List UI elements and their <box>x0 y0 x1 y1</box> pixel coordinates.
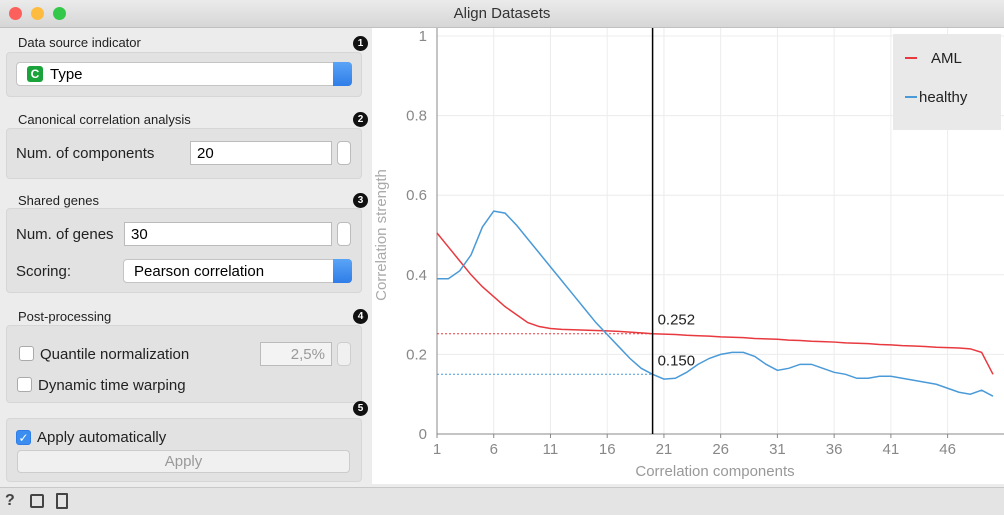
report-icon[interactable] <box>56 493 68 509</box>
help-icon[interactable]: ? <box>5 492 15 509</box>
field-label: Scoring: <box>16 263 72 280</box>
close-button[interactable] <box>9 7 22 20</box>
combo-value: Pearson correlation <box>134 263 265 280</box>
zoom-button[interactable] <box>53 7 66 20</box>
x-tick-label: 31 <box>769 441 786 458</box>
spin-input[interactable]: 30 <box>124 222 332 246</box>
legend-box <box>893 34 1001 130</box>
section-heading: Data source indicator <box>18 35 141 50</box>
annotation-label: 0.252 <box>658 312 696 329</box>
apply-button[interactable]: Apply <box>17 450 350 473</box>
field-label: Num. of components <box>16 145 155 162</box>
legend-label: AML <box>931 50 962 67</box>
x-tick-label: 16 <box>599 441 616 458</box>
series-line <box>436 232 994 375</box>
x-tick-label: 6 <box>490 441 498 458</box>
legend-label: healthy <box>919 89 968 106</box>
combo-box[interactable]: C Type <box>16 62 352 86</box>
marker: 1 <box>353 36 368 51</box>
x-tick-label: 1 <box>433 441 441 458</box>
combo-box[interactable]: Pearson correlation <box>123 259 352 283</box>
combo-value: Type <box>50 66 83 83</box>
spin-input: 2,5% <box>260 342 332 366</box>
status-bar: ? <box>0 487 1004 515</box>
checkbox[interactable] <box>17 377 32 392</box>
y-tick-label: 0.2 <box>406 346 427 363</box>
x-tick-label: 41 <box>883 441 900 458</box>
checkbox-label: Dynamic time warping <box>38 377 186 394</box>
spin-arrows[interactable] <box>337 222 351 246</box>
checkbox-label: Apply automatically <box>37 429 167 446</box>
y-tick-label: 0.8 <box>406 108 427 125</box>
y-tick-label: 1 <box>419 28 427 45</box>
checkbox[interactable] <box>19 346 34 361</box>
annotation-label: 0.150 <box>658 352 696 369</box>
y-axis-label: Correlation strength <box>373 169 390 301</box>
section-heading: Canonical correlation analysis <box>18 112 191 127</box>
checkbox-checked[interactable]: ✓ <box>16 430 31 445</box>
spin-arrows[interactable] <box>337 141 351 165</box>
x-tick-label: 26 <box>712 441 729 458</box>
marker: 3 <box>353 193 368 208</box>
spin-arrows <box>337 342 351 366</box>
y-tick-label: 0.4 <box>406 267 427 284</box>
section-heading: Post-processing <box>18 309 112 324</box>
title-bar: Align Datasets <box>0 0 1004 28</box>
chart: 00.20.40.60.811 6 11 16 21 26 31 36 41 46Correlat… <box>372 28 1004 484</box>
field-label: Num. of genes <box>16 226 114 243</box>
checkbox-label: Quantile normalization <box>40 346 190 363</box>
window-title: Align Datasets <box>453 5 551 22</box>
x-tick-label: 11 <box>543 441 559 458</box>
section-heading: Shared genes <box>18 193 99 208</box>
save-icon[interactable] <box>30 494 44 508</box>
badge: C <box>27 66 43 82</box>
x-tick-label: 36 <box>826 441 843 458</box>
y-tick-label: 0 <box>419 426 427 443</box>
marker: 5 <box>353 401 368 416</box>
combo-arrow <box>333 259 352 283</box>
marker: 2 <box>353 112 368 127</box>
x-axis-label: Correlation components <box>635 463 794 480</box>
marker: 4 <box>353 309 368 324</box>
combo-arrow <box>333 62 352 86</box>
spin-input[interactable]: 20 <box>190 141 332 165</box>
x-tick-label: 21 <box>656 441 673 458</box>
x-tick-label: 46 <box>939 441 956 458</box>
minimize-button[interactable] <box>31 7 44 20</box>
y-tick-label: 0.6 <box>406 187 427 204</box>
series-line <box>437 210 994 397</box>
